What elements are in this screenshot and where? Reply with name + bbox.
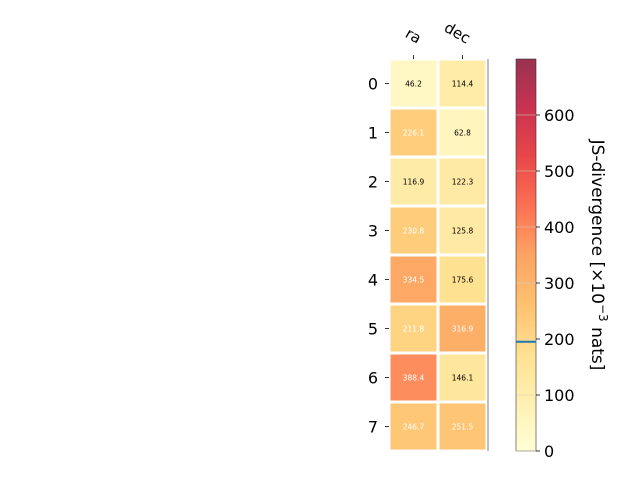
y-tick-label: 1 (368, 124, 378, 143)
colorbar-tick-label: 500 (544, 162, 575, 181)
y-tick-label: 0 (368, 75, 378, 94)
y-tick-label: 3 (368, 222, 378, 241)
cell-value-label: 114.4 (452, 80, 474, 89)
cell-value-label: 246.7 (403, 423, 425, 432)
colorbar-tick-label: 400 (544, 218, 575, 237)
colorbar: 0 100 200 300 400 500 600 JS-divergence [×10−3… (515, 58, 610, 461)
y-tick-label: 2 (368, 173, 378, 192)
y-axis-ticks: 0 1 2 3 4 5 6 7 (368, 75, 389, 437)
cell-value-label: 125.8 (452, 227, 474, 236)
cell-value-label: 211.8 (403, 325, 425, 334)
cell-value-label: 175.6 (452, 276, 474, 285)
cell-value-label: 251.5 (452, 423, 474, 432)
cell-value-label: 116.9 (403, 178, 425, 187)
cell-value-label: 122.3 (452, 178, 474, 187)
heatmap-grid: 46.2 114.4 226.1 62.8 116.9 122.3 230.8 125.8 33… (387, 57, 489, 453)
heatmap-cell (436, 253, 489, 306)
heatmap-cell (436, 400, 489, 453)
x-axis-ticks: ra dec (402, 18, 474, 59)
colorbar-tick-label: 100 (544, 386, 575, 405)
colorbar-tick-label: 600 (544, 106, 575, 125)
cell-value-label: 334.5 (403, 276, 425, 285)
colorbar-gradient (515, 58, 537, 452)
colorbar-tick-label: 300 (544, 274, 575, 293)
cell-value-label: 230.8 (403, 227, 425, 236)
x-tick-label: dec (441, 18, 473, 47)
cell-value-label: 46.2 (405, 80, 422, 89)
cell-value-label: 226.1 (403, 129, 425, 138)
cell-value-label: 316.9 (452, 325, 474, 334)
x-tick-label: ra (402, 24, 424, 47)
heatmap-cell (436, 106, 489, 159)
colorbar-label: JS-divergence [×10−3 nats] (587, 139, 610, 371)
heatmap-cell (436, 204, 489, 257)
cell-value-label: 146.1 (452, 374, 474, 383)
cell-value-label: 62.8 (454, 129, 471, 138)
y-tick-label: 7 (368, 418, 378, 437)
heatmap-cell (436, 155, 489, 208)
cell-value-label: 388.4 (403, 374, 425, 383)
colorbar-ticks: 0 100 200 300 400 500 600 (516, 106, 575, 461)
y-tick-label: 6 (368, 369, 378, 388)
colorbar-tick-label: 200 (544, 330, 575, 349)
y-tick-label: 4 (368, 271, 378, 290)
y-tick-label: 5 (368, 320, 378, 339)
colorbar-tick-label: 0 (544, 442, 554, 461)
